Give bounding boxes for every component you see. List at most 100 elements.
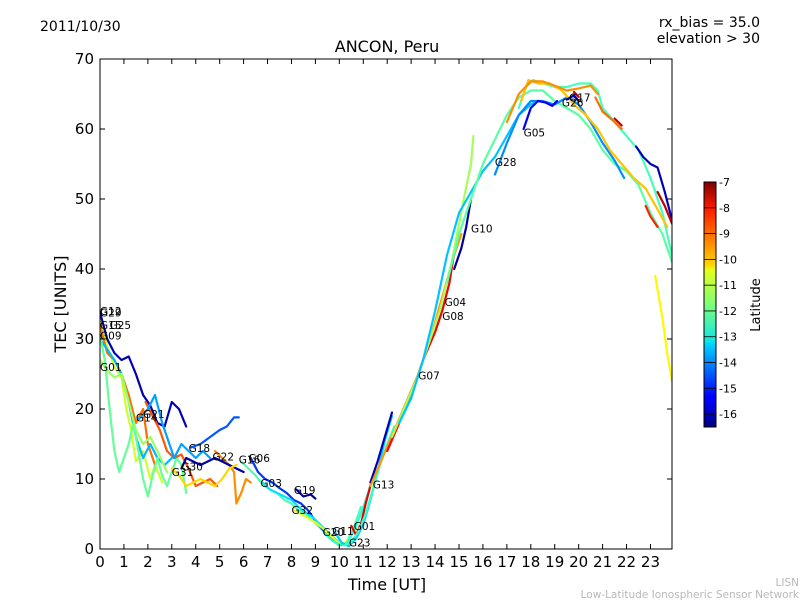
y-axis-label: TEC [UNITS] — [51, 256, 70, 354]
sat-label-g05: G05 — [524, 128, 546, 140]
sat-label-g29: G29 — [100, 307, 122, 319]
x-tick-label: 7 — [263, 553, 273, 571]
series-line-g09 — [100, 334, 188, 498]
y-tick-label: 40 — [75, 260, 94, 278]
series-line-g13 — [369, 411, 394, 484]
sat-label-g01: G01 — [354, 521, 376, 533]
x-tick-label: 14 — [426, 553, 445, 571]
colorbar-ticks: -7 -8 -9 -10 -11 -12 -13 -14 -15 -16 — [704, 176, 737, 421]
sat-label-g11: G11 — [332, 526, 354, 538]
x-tick-label: 0 — [95, 553, 105, 571]
y-tick-label: 70 — [75, 50, 94, 68]
x-tick-label: 1 — [119, 553, 129, 571]
series-line-g05 — [522, 99, 559, 131]
sat-label-g10: G10 — [471, 223, 493, 235]
series-line-g17r — [572, 90, 580, 98]
series-line-g17b — [565, 94, 580, 103]
x-tick-label: 13 — [402, 553, 421, 571]
y-axis: 0 10 20 30 40 50 60 70 — [75, 50, 672, 558]
sat-label-g32: G32 — [292, 505, 314, 517]
y-tick-label: 0 — [84, 540, 94, 558]
colorbar-label: Latitude — [749, 278, 764, 332]
x-tick-label: 22 — [617, 553, 636, 571]
series-line-g28b — [493, 96, 626, 180]
sat-label-g22: G22 — [213, 452, 235, 464]
y-tick-label: 30 — [75, 330, 94, 348]
series-line-g04 — [390, 134, 475, 439]
sat-label-g15: G15 — [100, 320, 122, 332]
rx-bias-label: rx_bias = 35.0 — [659, 15, 760, 31]
colorbar-tick-label: -12 — [719, 305, 737, 318]
footer-lisn: LISN — [776, 577, 799, 589]
sat-label-g01: G01 — [100, 362, 122, 374]
sat-label-g13: G13 — [373, 480, 395, 492]
x-tick-label: 21 — [593, 553, 612, 571]
series-line-g31 — [170, 463, 238, 488]
x-tick-label: 16 — [473, 553, 492, 571]
series-line-g17 — [505, 80, 599, 124]
sat-label-g19: G19 — [294, 485, 316, 497]
sat-label-g16: G16 — [239, 454, 261, 466]
x-tick-label: 9 — [311, 553, 321, 571]
sat-label-g17: G17 — [569, 93, 591, 105]
x-tick-label: 23 — [641, 553, 660, 571]
x-tick-label: 12 — [378, 553, 397, 571]
sat-label-g25: G25 — [110, 320, 132, 332]
x-tick-label: 20 — [569, 553, 588, 571]
colorbar-tick-label: -7 — [719, 176, 730, 189]
sat-label-g21: G21 — [143, 409, 165, 421]
y-tick-label: 10 — [75, 470, 94, 488]
series-line-g10 — [453, 197, 473, 271]
sat-label-g12: G12 — [100, 306, 122, 318]
x-tick-label: 10 — [330, 553, 349, 571]
x-axis-label: Time [UT] — [347, 575, 426, 594]
series-line-gend1 — [594, 96, 623, 131]
sat-label-g20: G20 — [323, 527, 345, 539]
colorbar-tick-label: -10 — [719, 253, 737, 266]
x-tick-label: 2 — [143, 553, 153, 571]
series-line-gend6 — [644, 204, 659, 229]
series-line-g28 — [445, 89, 672, 285]
colorbar-tick-label: -15 — [719, 382, 737, 395]
x-tick-label: 8 — [287, 553, 297, 571]
series-line-gend2 — [613, 117, 623, 127]
x-axis: 0 1 2 3 4 5 6 7 8 9 10 11 12 13 14 15 16 17 18 19 20 21 22 23 — [95, 59, 660, 571]
x-tick-label: 4 — [191, 553, 201, 571]
series-line-g29 — [100, 311, 188, 428]
y-tick-label: 60 — [75, 120, 94, 138]
series-line-gend5 — [654, 274, 672, 383]
sat-label-g04: G04 — [445, 297, 467, 309]
chart-title: ANCON, Peru — [335, 37, 439, 56]
footer-network: Low-Latitude Ionospheric Sensor Network — [581, 589, 800, 600]
colorbar-tick-label: -16 — [719, 408, 737, 421]
x-tick-label: 19 — [545, 553, 564, 571]
elevation-label: elevation > 30 — [657, 31, 760, 47]
x-tick-label: 5 — [215, 553, 225, 571]
sat-label-g14: G14 — [136, 412, 158, 424]
sat-label-g03: G03 — [260, 478, 282, 490]
y-tick-label: 20 — [75, 400, 94, 418]
x-tick-label: 11 — [354, 553, 373, 571]
x-tick-label: 3 — [167, 553, 177, 571]
sat-label-g26: G26 — [562, 97, 584, 109]
x-tick-label: 6 — [239, 553, 249, 571]
sat-label-g23: G23 — [349, 538, 371, 550]
colorbar-tick-label: -8 — [719, 202, 730, 215]
plot-frame — [99, 58, 673, 550]
x-tick-label: 18 — [521, 553, 540, 571]
date-label: 2011/10/30 — [40, 19, 121, 35]
series-line-g08 — [386, 236, 458, 453]
series-line-g26 — [517, 78, 672, 257]
series-group — [100, 78, 672, 548]
series-line-g26y — [520, 78, 669, 229]
series-line-gend4 — [656, 190, 672, 225]
colorbar-tick-label: -14 — [719, 357, 737, 370]
sat-label-g07: G07 — [418, 370, 440, 382]
sat-label-g09: G09 — [100, 331, 122, 343]
sat-label-g06: G06 — [248, 453, 270, 465]
series-line-g15 — [100, 323, 157, 467]
sat-label-g31: G31 — [172, 467, 194, 479]
colorbar-tick-label: -11 — [719, 279, 737, 292]
